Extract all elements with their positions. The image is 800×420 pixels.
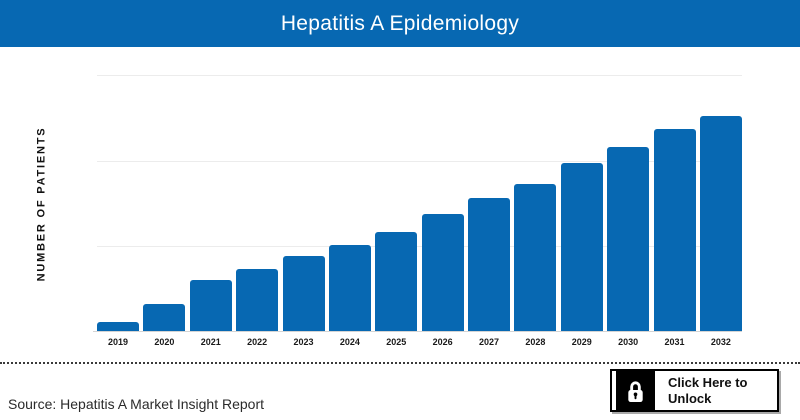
bar-2023	[282, 255, 325, 332]
y-axis-label: NUMBER OF PATIENTS	[35, 126, 48, 281]
x-tick-label-2032: 2032	[710, 337, 731, 347]
x-tick-label-2028: 2028	[525, 337, 546, 347]
dotted-divider	[0, 362, 800, 364]
bar-2019	[97, 321, 139, 332]
x-tick-label-2030: 2030	[618, 337, 639, 347]
x-tick-label-2023: 2023	[293, 337, 314, 347]
unlock-button-label: Click Here to Unlock	[668, 374, 748, 406]
x-tick-label-2027: 2027	[478, 337, 500, 347]
x-tick-label-2029: 2029	[571, 337, 592, 347]
bar-2031	[653, 128, 696, 332]
y-axis-label-wrap: NUMBER OF PATIENTS	[24, 75, 58, 332]
source-note: Source: Hepatitis A Market Insight Repor…	[8, 396, 265, 412]
x-tick-label-2020: 2020	[154, 337, 175, 347]
x-axis-tick-labels: 2019 2020 2021 2022 2023 2024 2025 2026 2027 2028…	[97, 337, 742, 347]
bar-2025	[375, 231, 418, 332]
bar-2030	[607, 146, 650, 332]
lock-icon	[616, 371, 655, 410]
gridline	[97, 75, 742, 76]
bars-group	[97, 75, 742, 332]
x-tick-label-2021: 2021	[200, 337, 221, 347]
page-title: Hepatitis A Epidemiology	[280, 11, 520, 35]
unlock-button[interactable]: Click Here to Unlock	[610, 369, 779, 412]
x-tick-label-2024: 2024	[339, 337, 360, 347]
bar-2032	[699, 116, 742, 332]
bar-2022	[236, 268, 279, 332]
bar-2027	[468, 198, 510, 332]
x-tick-label-2022: 2022	[247, 337, 268, 347]
chart-title-bar: Hepatitis A Epidemiology	[0, 0, 800, 47]
gridline	[97, 246, 742, 248]
x-axis-line	[93, 331, 742, 332]
x-tick-label-2026: 2026	[432, 337, 453, 347]
gridline	[97, 160, 742, 162]
bar-2029	[560, 163, 603, 332]
bar-2026	[421, 213, 464, 332]
x-tick-label-2019: 2019	[107, 337, 129, 347]
bar-2020	[143, 303, 186, 332]
bar-2024	[328, 244, 371, 332]
plot-area	[93, 75, 742, 332]
bar-2028	[514, 183, 557, 332]
bar-2021	[189, 279, 232, 332]
x-tick-label-2031: 2031	[664, 337, 685, 347]
x-tick-label-2025: 2025	[386, 337, 407, 347]
